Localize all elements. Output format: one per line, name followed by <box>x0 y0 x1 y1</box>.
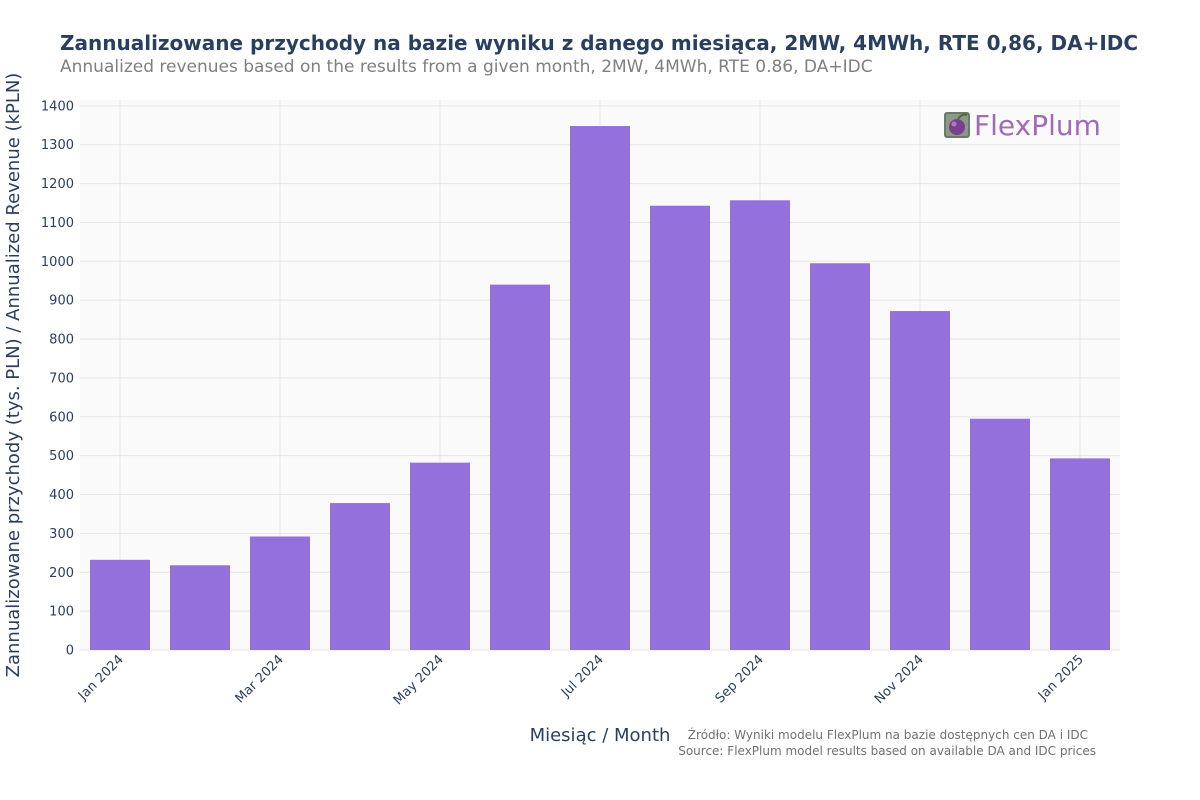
source-note-en: Source: FlexPlum model results based on … <box>678 744 1096 758</box>
x-tick-label: Jul 2024 <box>558 652 607 701</box>
bar-2024-05 <box>410 462 470 650</box>
y-tick-label: 1400 <box>41 99 74 114</box>
x-tick-labels: Jan 2024 Mar 2024 May 2024 Jul 2024 Sep 2024… <box>75 652 1087 708</box>
flexplum-logo: FlexPlum <box>944 109 1101 142</box>
bar-2024-08 <box>650 205 710 651</box>
x-tick-label: Mar 2024 <box>233 652 287 706</box>
bar-2024-02 <box>170 565 230 650</box>
y-tick-label: 400 <box>49 488 74 503</box>
bar-2024-12 <box>970 418 1030 650</box>
bar-2024-01 <box>90 559 150 650</box>
y-tick-labels: 0 100 200 300 400 500 600 700 800 900 1000 1100 1200… <box>41 99 74 658</box>
logo-text: FlexPlum <box>974 109 1101 142</box>
x-tick-label: May 2024 <box>391 652 447 708</box>
y-tick-label: 100 <box>49 605 74 620</box>
y-tick-label: 1200 <box>41 177 74 192</box>
x-tick-label: Sep 2024 <box>713 652 767 706</box>
source-note-pl: Źródło: Wyniki modelu FlexPlum na bazie … <box>688 727 1088 742</box>
y-tick-label: 1300 <box>41 138 74 153</box>
y-axis-label: Zannualizowane przychody (tys. PLN) / An… <box>3 73 24 678</box>
y-tick-label: 900 <box>49 294 74 309</box>
chart-subtitle: Annualized revenues based on the results… <box>60 57 873 77</box>
bar-2024-06 <box>490 284 550 650</box>
y-tick-label: 300 <box>49 527 74 542</box>
bar-2024-10 <box>810 263 870 650</box>
y-tick-label: 800 <box>49 333 74 348</box>
y-tick-label: 200 <box>49 566 74 581</box>
bar-2024-11 <box>890 311 950 650</box>
chart-title: Zannualizowane przychody na bazie wyniku… <box>60 31 1138 55</box>
y-tick-label: 0 <box>66 644 74 659</box>
y-tick-label: 700 <box>49 371 74 386</box>
bar-2024-04 <box>330 503 390 650</box>
y-tick-label: 600 <box>49 410 74 425</box>
y-tick-label: 500 <box>49 449 74 464</box>
plum-icon <box>944 112 970 138</box>
x-tick-label: Nov 2024 <box>872 652 927 707</box>
bars <box>90 126 1110 651</box>
bar-2024-03 <box>250 536 310 650</box>
x-tick-label: Jan 2024 <box>75 652 127 704</box>
bar-2024-07 <box>570 126 630 650</box>
x-tick-label: Jan 2025 <box>1035 652 1087 704</box>
y-tick-label: 1000 <box>41 255 74 270</box>
y-tick-label: 1100 <box>41 216 74 231</box>
bar-2025-01 <box>1050 458 1110 650</box>
x-axis-label: Miesiąc / Month <box>530 725 671 746</box>
bar-2024-09 <box>730 200 790 650</box>
